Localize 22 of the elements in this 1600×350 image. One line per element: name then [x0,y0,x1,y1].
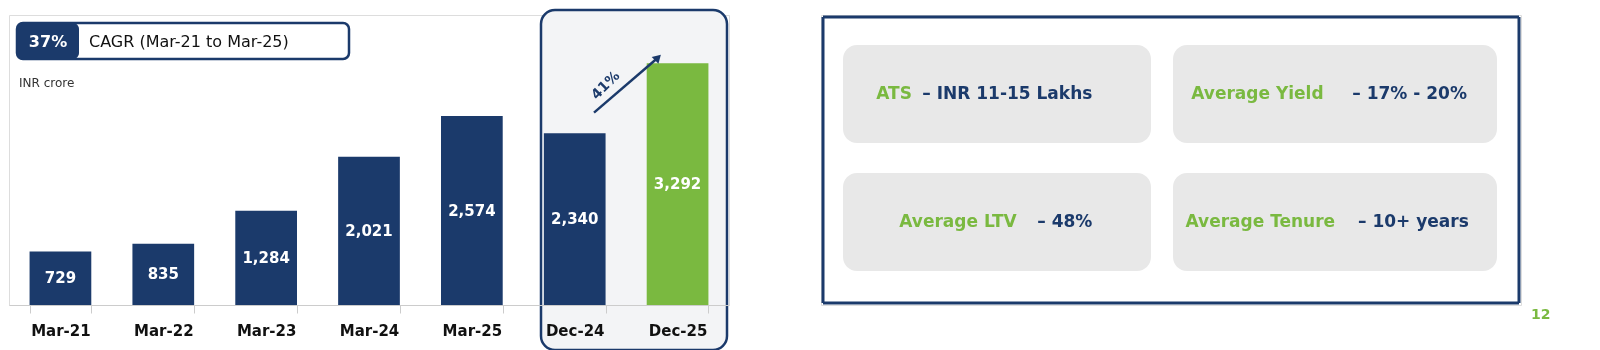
data-label: 2,021 [345,221,393,240]
text: 12 [1531,306,1551,322]
x-tick-label: Mar-21 [31,321,91,340]
text: CAGR (Mar-21 to Mar-25) [89,32,289,51]
x-tick-label: Dec-25 [648,321,708,340]
x-tick-label: Mar-24 [339,321,400,340]
data-label: 3,292 [653,175,702,194]
text: Average Yield – 17% - 20% [1191,83,1467,103]
data-label: 1,284 [242,248,290,267]
text: Average LTV – 48% [899,211,1093,231]
x-tick-label: Mar-23 [236,321,297,340]
data-label: 2,340 [550,210,599,229]
text: Average Tenure – 10+ years [1185,211,1469,231]
x-tick-label: Mar-22 [134,321,194,340]
text: ATS – INR 11-15 Lakhs [876,83,1093,103]
text: 37% [28,32,68,51]
data-label: 729 [44,269,77,288]
data-label: 2,574 [448,201,496,220]
data-label: 835 [147,265,179,284]
y-axis-title: INR crore [19,76,75,90]
x-tick-label: Dec-24 [545,321,605,340]
x-tick-label: Mar-25 [442,321,503,340]
